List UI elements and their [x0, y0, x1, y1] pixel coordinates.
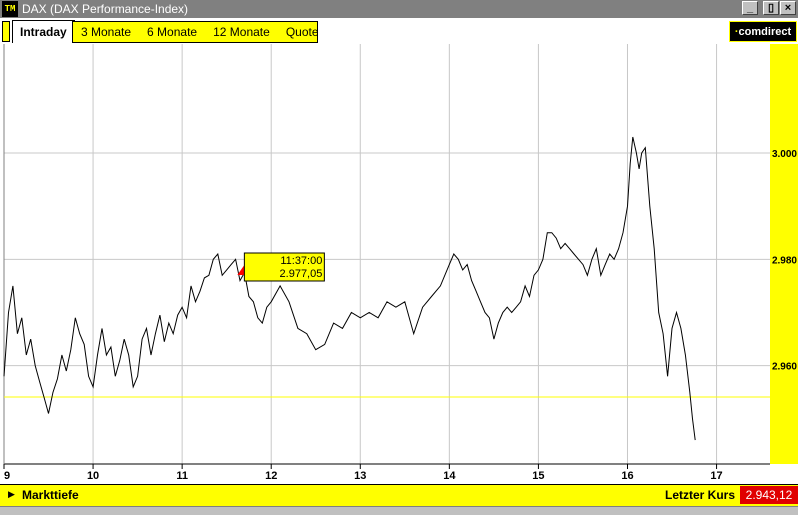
period-tabs: 3 Monate 6 Monate 12 Monate Quote	[72, 21, 319, 43]
tooltip-value: 2.977,05	[280, 268, 323, 280]
tab-3-monate[interactable]: 3 Monate	[81, 25, 132, 39]
y-tick-label: 2.980	[772, 255, 797, 266]
title-bar: TM DAX (DAX Performance-Index) _ ▯ ×	[0, 0, 798, 18]
y-tick-labels: 3.000 2.980 2.960	[772, 149, 797, 373]
dax-price-line	[3, 136, 696, 441]
marker-indicator	[237, 265, 245, 275]
x-tick-labels: 9 10 11 12 13 14 15 16 17	[3, 464, 723, 482]
last-price-label: Letzter Kurs	[665, 488, 736, 502]
x-tick-label: 15	[532, 470, 544, 482]
app-icon: TM	[2, 1, 18, 17]
window-title: DAX (DAX Performance-Index)	[22, 2, 189, 16]
intraday-chart: 9 10 11 12 13 14 15 16 17 3.000 2.980 2.960 11:37:…	[3, 44, 798, 482]
status-bar	[0, 506, 798, 515]
tab-6-monate[interactable]: 6 Monate	[147, 25, 198, 39]
comdirect-logo[interactable]: ·comdirect	[729, 21, 797, 42]
x-tick-label: 10	[87, 470, 99, 482]
y-tick-label: 2.960	[772, 362, 797, 373]
close-button[interactable]: ×	[780, 1, 796, 15]
x-tick-label: 11	[176, 470, 188, 482]
tooltip-time: 11:37:00	[280, 255, 322, 267]
tab-bar: Intraday 3 Monate 6 Monate 12 Monate Quo…	[0, 18, 798, 44]
chart-area: 9 10 11 12 13 14 15 16 17 3.000 2.980 2.960 11:37:…	[0, 44, 798, 484]
tab-12-monate[interactable]: 12 Monate	[213, 25, 270, 39]
tooltip-box	[243, 252, 325, 282]
tab-quote[interactable]: Quote	[285, 25, 319, 39]
tab-marker	[2, 21, 10, 42]
x-tick-label: 13	[354, 470, 366, 482]
tab-intraday[interactable]: Intraday	[12, 20, 75, 43]
x-tick-label: 14	[443, 470, 456, 482]
window-controls: _ ▯ ×	[742, 1, 796, 15]
x-tick-label: 16	[621, 470, 633, 482]
chart-grid	[4, 44, 770, 464]
last-price-value: 2.943,12	[740, 486, 798, 504]
expand-arrow-icon[interactable]: ▶	[8, 489, 15, 499]
restore-button[interactable]: ▯	[763, 1, 779, 15]
y-tick-label: 3.000	[772, 149, 797, 160]
footer-bar: ▶ Markttiefe Letzter Kurs 2.943,12	[0, 484, 798, 506]
minimize-button[interactable]: _	[742, 1, 758, 15]
markttiefe-link[interactable]: Markttiefe	[22, 488, 79, 502]
x-tick-label: 9	[4, 470, 10, 482]
y-axis-panel	[770, 44, 798, 464]
x-tick-label: 17	[710, 470, 722, 482]
x-tick-label: 12	[265, 470, 277, 482]
price-tooltip: 11:37:00 2.977,05	[243, 252, 325, 282]
logo-text: comdirect	[738, 26, 792, 38]
